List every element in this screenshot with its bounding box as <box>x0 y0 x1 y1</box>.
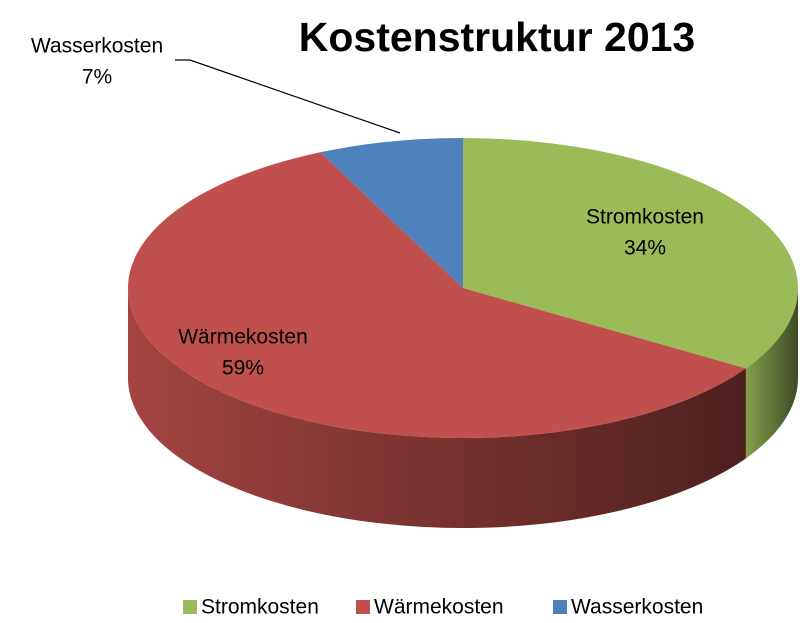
legend-swatch <box>356 600 370 614</box>
slice-side-shade <box>745 288 798 459</box>
leader-line <box>175 59 401 134</box>
legend-swatch <box>553 600 567 614</box>
slice <box>463 138 799 369</box>
data-label-value: 7% <box>82 66 112 89</box>
legend-label: Wärmekosten <box>374 596 504 619</box>
data-label-value: 59% <box>222 357 264 380</box>
legend-label: Stromkosten <box>201 596 319 619</box>
legend-swatch <box>183 600 197 614</box>
data-label-name: Wärmekosten <box>178 326 308 349</box>
data-label-name: Stromkosten <box>586 206 704 229</box>
slice-side-shade <box>128 288 746 528</box>
data-label-name: Wasserkosten <box>31 35 163 58</box>
legend-label: Wasserkosten <box>571 596 703 619</box>
slice <box>128 152 746 438</box>
chart-title: Kostenstruktur 2013 <box>299 14 695 60</box>
data-label-value: 34% <box>624 237 666 260</box>
slice <box>320 138 463 288</box>
